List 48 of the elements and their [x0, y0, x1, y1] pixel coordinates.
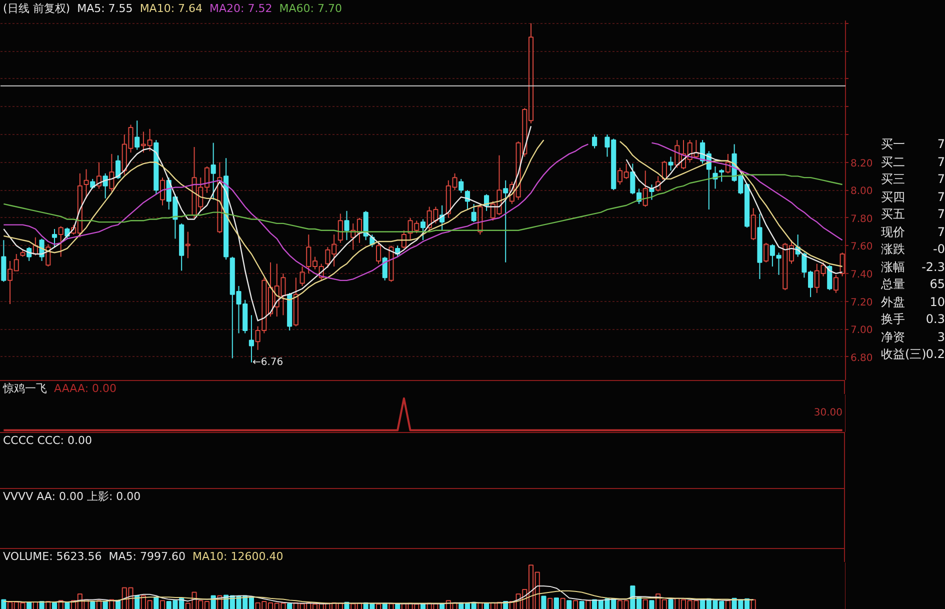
- text: MA60: 7.70: [279, 2, 342, 15]
- text: 7: [937, 207, 945, 221]
- text: CCCC CCC: 0.00: [3, 434, 92, 447]
- category-label: 外盘: [881, 294, 905, 308]
- category-label: 买三: [881, 172, 905, 186]
- y-tick-label: 6.80: [850, 352, 873, 364]
- chart-title: (日线 前复权): [3, 2, 70, 15]
- text: 0.3: [926, 312, 945, 326]
- chart-title: 惊鸡一飞: [3, 382, 47, 395]
- y-tick-label: 8.20: [850, 158, 873, 170]
- y-tick-label: 7.60: [850, 242, 873, 253]
- text: 7: [937, 190, 945, 204]
- category-label: 净资: [881, 330, 905, 344]
- text: 3: [937, 330, 945, 344]
- text: AAAA: 0.00: [54, 382, 117, 395]
- category-label: 收益(三): [881, 347, 926, 361]
- annotation: ←6.76: [252, 356, 284, 368]
- category-label: 总量: [881, 277, 905, 291]
- y-tick-label: 7.80: [850, 214, 873, 225]
- y-tick-label: 7.00: [850, 325, 873, 336]
- text: -2.3: [922, 260, 945, 274]
- text: 0.2: [926, 347, 945, 361]
- category-label: 买四: [881, 190, 905, 204]
- y-tick-label: 8.00: [850, 186, 873, 198]
- category-label: 现价: [881, 224, 905, 238]
- chart-title: VOLUME: 5623.56: [3, 550, 102, 563]
- category-label: 买二: [881, 154, 905, 168]
- annotation: 30.00: [814, 408, 843, 419]
- category-label: 买一: [881, 137, 905, 151]
- text: VVVV AA: 0.00 上影: 0.00: [3, 490, 141, 503]
- text: 65: [930, 277, 945, 291]
- text: 10: [930, 294, 945, 308]
- text: MA10: 12600.40: [192, 550, 284, 563]
- y-tick-label: 7.20: [850, 297, 873, 308]
- text: MA5: 7997.60: [108, 550, 186, 563]
- text: 7: [937, 172, 945, 186]
- text: 7: [937, 154, 945, 168]
- category-label: 换手: [881, 312, 905, 326]
- text: 7: [937, 224, 945, 238]
- text: MA20: 7.52: [210, 2, 272, 15]
- category-label: 涨幅: [881, 260, 905, 274]
- text: MA10: 7.64: [140, 2, 203, 15]
- category-label: 买五: [881, 207, 905, 221]
- category-label: 涨跌: [881, 242, 905, 256]
- text: -0: [933, 242, 945, 256]
- y-tick-label: 7.40: [850, 269, 873, 280]
- text: 7: [937, 137, 945, 151]
- text: MA5: 7.55: [77, 2, 133, 15]
